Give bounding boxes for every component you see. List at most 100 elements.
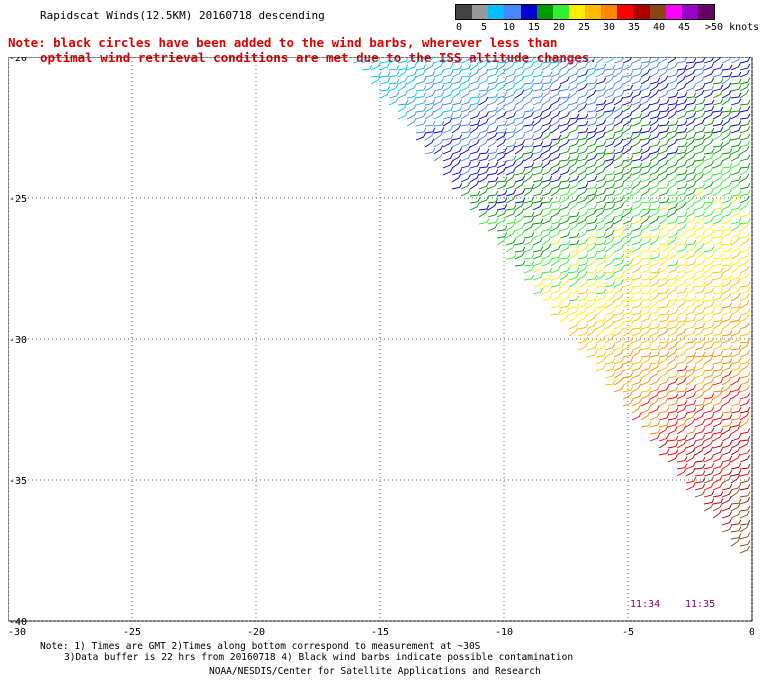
wind-barb xyxy=(415,132,426,141)
wind-barb xyxy=(595,239,607,246)
wind-barb xyxy=(712,365,724,372)
wind-barb xyxy=(613,357,625,365)
wind-barb xyxy=(604,300,615,309)
wind-barb xyxy=(649,420,661,428)
wind-barb xyxy=(730,320,741,330)
wind-barb xyxy=(631,287,643,295)
wind-barb xyxy=(622,173,633,183)
wind-barb xyxy=(541,131,552,141)
wind-barb xyxy=(739,133,751,141)
wind-barb xyxy=(568,278,579,288)
wind-barb xyxy=(415,85,427,92)
wind-barb xyxy=(703,264,714,274)
wind-barb xyxy=(658,315,670,323)
scale-swatch xyxy=(697,5,714,19)
wind-barb xyxy=(613,91,625,99)
wind-barb xyxy=(712,491,724,498)
wind-barb xyxy=(622,250,633,260)
wind-barb xyxy=(613,182,625,190)
wind-barb xyxy=(721,344,733,351)
wind-barb xyxy=(685,160,696,169)
wind-barb xyxy=(505,118,516,127)
wind-barb xyxy=(667,426,678,435)
wind-barb xyxy=(739,120,751,127)
wind-barb xyxy=(442,117,453,127)
wind-barb xyxy=(703,398,714,407)
wind-barb xyxy=(433,69,444,78)
wind-barb xyxy=(631,383,642,393)
wind-barb xyxy=(586,140,598,148)
wind-barb xyxy=(451,139,462,148)
wind-barb xyxy=(505,131,516,141)
wind-barb xyxy=(415,98,427,106)
wind-barb xyxy=(694,272,705,281)
wind-barb xyxy=(667,322,679,330)
y-tick-label: -40 xyxy=(9,617,27,628)
wind-barb xyxy=(559,132,570,141)
wind-barb xyxy=(694,57,706,64)
footer-note-line1: Note: 1) Times are GMT 2)Times along bot… xyxy=(40,641,481,652)
wind-barb xyxy=(595,321,606,330)
wind-barb xyxy=(658,146,669,155)
wind-barb xyxy=(739,398,750,407)
wind-barb xyxy=(739,69,750,78)
wind-barb xyxy=(568,250,579,260)
wind-barb xyxy=(595,271,606,281)
wind-barb xyxy=(622,124,633,134)
wind-barb xyxy=(604,169,616,176)
wind-barb xyxy=(730,510,741,519)
wind-barb xyxy=(604,287,616,295)
wind-barb xyxy=(622,246,634,253)
wind-barb xyxy=(595,335,606,344)
wind-barb xyxy=(685,224,697,232)
wind-barb xyxy=(604,203,616,211)
wind-barb xyxy=(694,266,706,274)
wind-barb xyxy=(640,253,652,260)
wind-barb xyxy=(640,146,651,155)
wind-barb xyxy=(667,372,679,379)
wind-barb xyxy=(451,106,463,113)
wind-barb xyxy=(586,194,597,204)
wind-barb xyxy=(631,173,642,183)
wind-barb xyxy=(739,358,751,365)
wind-barb xyxy=(721,315,733,323)
wind-barb xyxy=(703,406,715,414)
scale-swatch xyxy=(665,5,682,19)
wind-barb xyxy=(631,209,642,218)
wind-barb xyxy=(694,69,705,78)
wind-barb xyxy=(487,218,499,225)
wind-barb xyxy=(469,202,480,211)
wind-barb xyxy=(721,292,732,302)
wind-barb xyxy=(640,197,652,204)
wind-barb xyxy=(667,328,678,337)
wind-barb xyxy=(568,166,579,176)
wind-barb xyxy=(676,175,687,183)
wind-barb xyxy=(685,273,697,281)
wind-barb xyxy=(586,113,598,120)
wind-barb xyxy=(694,202,705,211)
wind-barb xyxy=(739,330,751,337)
wind-barb xyxy=(676,467,687,477)
wind-barb xyxy=(739,427,751,435)
wind-barb xyxy=(586,295,598,302)
wind-barb xyxy=(433,131,444,141)
wind-barb xyxy=(649,167,660,176)
wind-barb xyxy=(730,293,741,302)
wind-barb xyxy=(532,78,544,85)
wind-barb xyxy=(613,96,624,106)
wind-barb xyxy=(721,397,732,407)
wind-barb xyxy=(730,421,742,428)
wind-barb xyxy=(622,133,634,141)
wind-barb xyxy=(433,120,445,127)
wind-barb xyxy=(712,210,724,218)
wind-barb xyxy=(604,371,616,379)
wind-barb xyxy=(622,138,633,148)
wind-barb xyxy=(442,83,453,92)
wind-barb xyxy=(676,371,688,379)
wind-barb xyxy=(667,442,679,449)
wind-barb xyxy=(685,440,696,449)
wind-barb xyxy=(658,99,670,106)
wind-barb xyxy=(721,286,732,295)
wind-barb xyxy=(649,77,661,85)
wind-barb xyxy=(640,364,652,372)
